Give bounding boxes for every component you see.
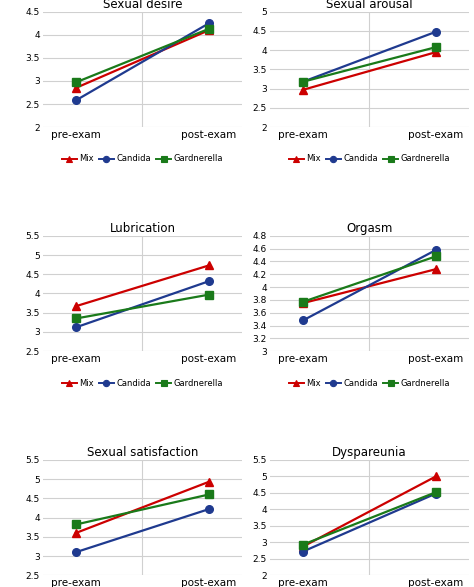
Title: Sexual satisfaction: Sexual satisfaction	[87, 446, 198, 458]
Title: Lubrication: Lubrication	[109, 222, 175, 235]
Legend: Mix, Candida, Gardnerella: Mix, Candida, Gardnerella	[58, 375, 227, 391]
Title: Sexual arousal: Sexual arousal	[326, 0, 413, 11]
Legend: Mix, Candida, Gardnerella: Mix, Candida, Gardnerella	[285, 151, 454, 167]
Title: Sexual desire: Sexual desire	[103, 0, 182, 11]
Legend: Mix, Candida, Gardnerella: Mix, Candida, Gardnerella	[285, 375, 454, 391]
Title: Orgasm: Orgasm	[346, 222, 392, 235]
Title: Dyspareunia: Dyspareunia	[332, 446, 407, 458]
Legend: Mix, Candida, Gardnerella: Mix, Candida, Gardnerella	[58, 151, 227, 167]
